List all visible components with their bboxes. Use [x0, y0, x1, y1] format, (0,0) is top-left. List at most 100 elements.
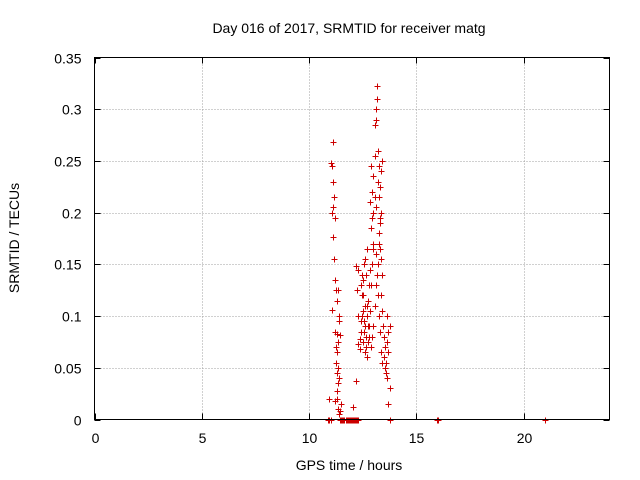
data-point: [387, 385, 394, 392]
data-point: [364, 246, 371, 253]
data-point: [368, 344, 375, 351]
data-point: [367, 199, 374, 206]
data-point: [358, 282, 365, 289]
data-point: [383, 370, 390, 377]
data-point: [373, 117, 380, 124]
chart-title: Day 016 of 2017, SRMTID for receiver mat…: [212, 20, 485, 36]
data-point: [377, 184, 384, 191]
data-point: [382, 365, 389, 372]
data-point: [335, 287, 342, 294]
data-point: [375, 292, 382, 299]
data-point: [336, 411, 343, 418]
data-point: [373, 106, 380, 113]
data-point: [369, 334, 376, 341]
data-point: [385, 329, 392, 336]
data-point: [365, 298, 372, 305]
data-point: [376, 313, 383, 320]
grid-lines: [94, 57, 610, 420]
data-point: [376, 163, 383, 170]
data-point: [360, 308, 367, 315]
data-point: [368, 225, 375, 232]
data-point: [362, 349, 369, 356]
data-point: [333, 344, 340, 351]
x-tick-label: 10: [302, 430, 318, 446]
data-point: [330, 204, 337, 211]
data-point: [367, 267, 374, 274]
data-point: [376, 230, 383, 237]
data-point: [328, 160, 335, 167]
data-point: [335, 365, 342, 372]
data-point: [378, 256, 385, 263]
y-axis-label: SRMTID / TECUs: [6, 183, 22, 293]
data-point: [368, 163, 375, 170]
data-point: [377, 246, 384, 253]
data-point: [363, 272, 370, 279]
data-point: [361, 329, 368, 336]
plot-frame: [94, 57, 610, 420]
data-point: [355, 267, 362, 274]
y-tick-label: 0.15: [54, 257, 81, 273]
data-point: [370, 323, 377, 330]
data-point: [384, 339, 391, 346]
data-point: [374, 83, 381, 90]
data-point: [331, 194, 338, 201]
data-point: [375, 148, 382, 155]
data-point: [372, 194, 379, 201]
data-point: [542, 417, 549, 424]
data-point: [330, 234, 337, 241]
data-point: [329, 163, 336, 170]
data-point: [336, 318, 343, 325]
data-point: [379, 158, 386, 165]
data-point: [334, 349, 341, 356]
data-point: [377, 329, 384, 336]
data-point: [377, 220, 384, 227]
data-point: [370, 210, 377, 217]
data-point: [360, 339, 367, 346]
data-point: [369, 189, 376, 196]
data-point: [355, 313, 362, 320]
x-tick-label: 15: [409, 430, 425, 446]
data-point: [361, 261, 368, 268]
data-point: [353, 263, 360, 270]
data-point: [330, 139, 337, 146]
data-point: [337, 408, 344, 415]
data-point: [335, 380, 342, 387]
data-point: [369, 215, 376, 222]
data-point: [372, 153, 379, 160]
y-tick-label: 0.2: [62, 206, 82, 222]
data-point: [385, 349, 392, 356]
data-point: [378, 349, 385, 356]
data-point: [334, 396, 341, 403]
data-point: [353, 378, 360, 385]
data-point: [337, 332, 344, 339]
y-tick-label: 0: [74, 413, 82, 429]
data-point: [357, 346, 364, 353]
data-point: [328, 417, 335, 424]
x-tick-label: 5: [199, 430, 207, 446]
axis-ticks: 0 5 10 15 20 0 0.05 0.1 0.15 0.2 0.25 0.3 0.35: [54, 51, 610, 446]
data-point: [367, 308, 374, 315]
data-point: [329, 307, 336, 314]
data-point: [326, 396, 333, 403]
data-point: [358, 318, 365, 325]
data-point: [373, 251, 380, 258]
data-point: [376, 241, 383, 248]
data-point: [374, 96, 381, 103]
data-point: [378, 210, 385, 217]
data-point: [366, 282, 373, 289]
data-point: [381, 334, 388, 341]
data-point: [362, 256, 369, 263]
data-point: [335, 339, 342, 346]
data-point: [379, 308, 386, 315]
data-point: [329, 210, 336, 217]
x-axis-label: GPS time / hours: [296, 457, 403, 473]
x-tick-label: 20: [517, 430, 533, 446]
data-point: [364, 313, 371, 320]
data-point: [370, 241, 377, 248]
y-tick-label: 0.1: [62, 309, 82, 325]
data-point: [385, 401, 392, 408]
data-point: [334, 388, 341, 395]
data-point: [355, 417, 362, 424]
data-point: [372, 303, 379, 310]
